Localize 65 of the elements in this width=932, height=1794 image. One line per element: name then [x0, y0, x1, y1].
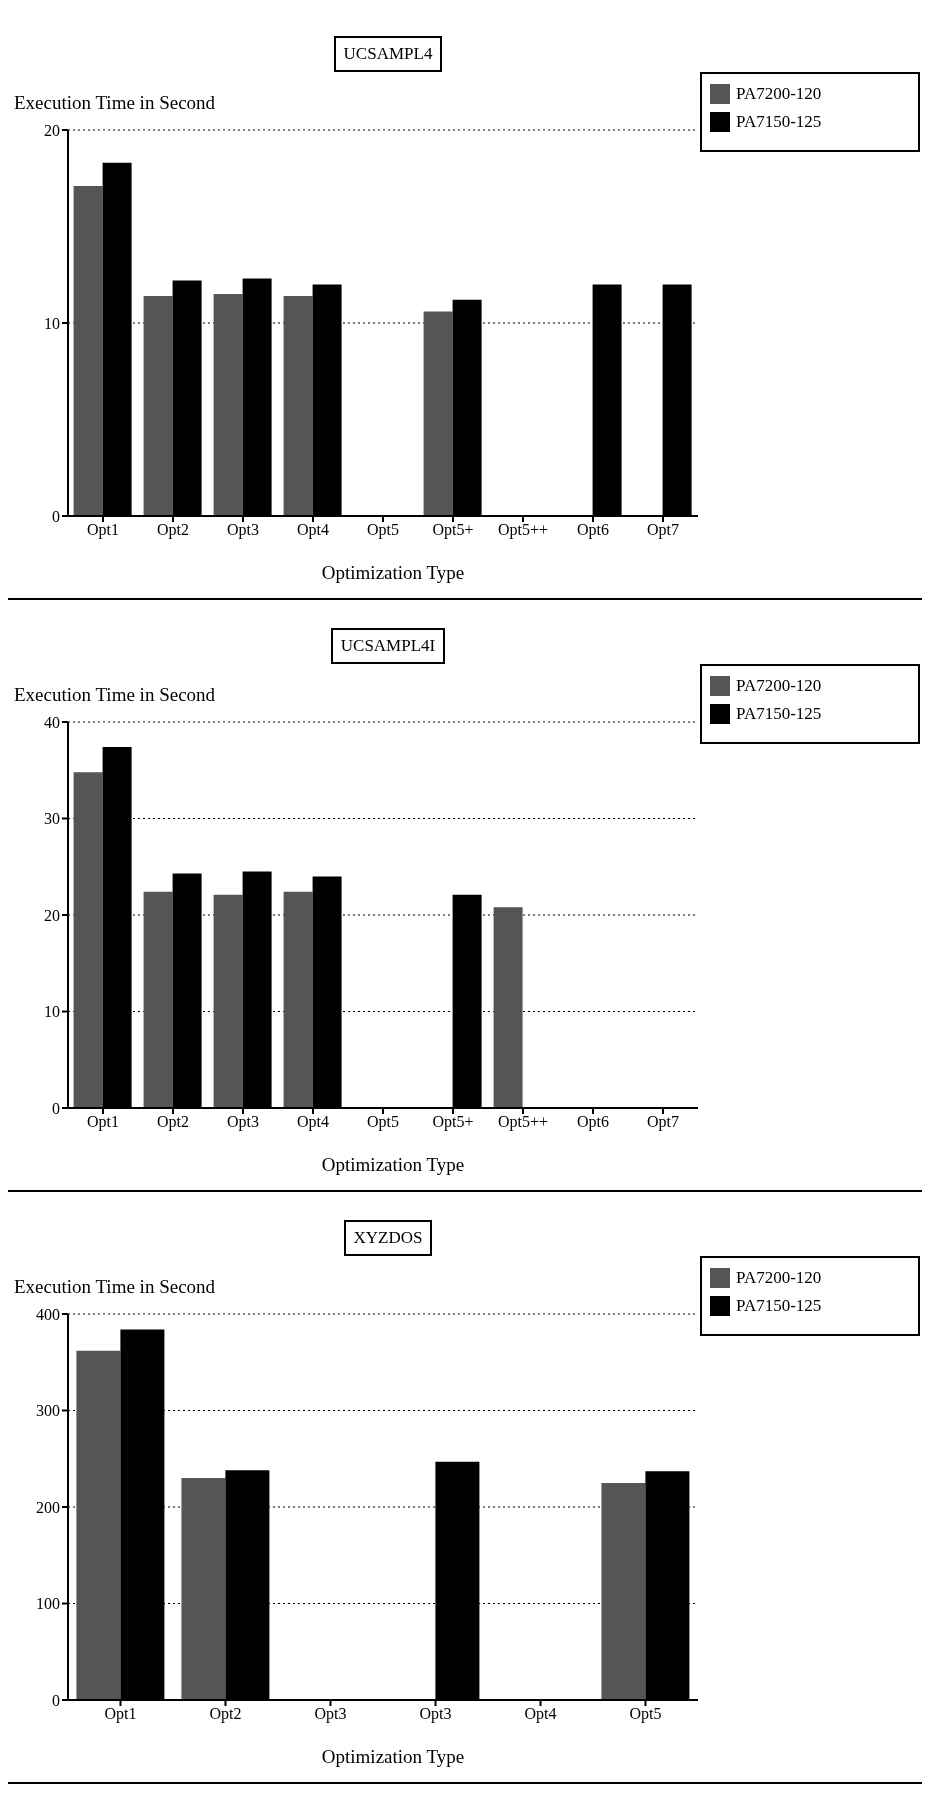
legend-label: PA7200-120 [736, 84, 822, 104]
x-tick-label: Opt4 [297, 1113, 329, 1132]
y-tick-label: 0 [52, 507, 60, 525]
y-tick-label: 300 [36, 1402, 60, 1420]
x-tick-label: Opt3 [227, 521, 259, 540]
x-tick-label: Opt7 [647, 1113, 679, 1132]
y-tick-label: 10 [44, 314, 60, 332]
x-axis-title: Optimization Type [320, 562, 466, 584]
bar [76, 1350, 121, 1700]
bar [493, 907, 523, 1108]
x-tick-label: Opt1 [104, 1705, 137, 1724]
legend-label: PA7200-120 [736, 676, 822, 696]
x-axis-title: Optimization Type [320, 1154, 466, 1176]
legend-label: PA7150-125 [736, 1296, 822, 1316]
x-tick-label: Opt5++ [497, 1113, 549, 1132]
x-tick-label: Opt3 [314, 1705, 347, 1724]
chart-title: UCSAMPL4 [333, 36, 443, 72]
bar [73, 772, 103, 1108]
y-tick-label: 0 [52, 1099, 60, 1117]
bar [423, 311, 453, 516]
x-tick-label: Opt4 [524, 1705, 557, 1724]
x-tick-label: Opt4 [297, 521, 329, 540]
bar [601, 1482, 646, 1700]
bar [213, 894, 243, 1108]
y-tick-label: 20 [44, 906, 60, 924]
bar [283, 891, 313, 1108]
y-axis-title: Execution Time in Second [14, 684, 216, 706]
y-tick-label: 40 [44, 713, 60, 731]
x-tick-label: Opt2 [209, 1705, 242, 1724]
x-tick-label: Opt5+ [432, 1113, 474, 1132]
x-tick-label: Opt1 [87, 521, 119, 540]
x-tick-label: Opt7 [647, 521, 679, 540]
x-tick-label: Opt6 [577, 1113, 609, 1132]
bar [143, 891, 173, 1108]
x-axis-title: Optimization Type [320, 1746, 466, 1768]
y-tick-label: 10 [44, 1003, 60, 1021]
x-tick-label: Opt5 [629, 1705, 662, 1724]
y-tick-label: 0 [52, 1691, 60, 1709]
y-tick-label: 400 [36, 1305, 60, 1323]
x-tick-label: Opt1 [87, 1113, 119, 1132]
bar [181, 1478, 226, 1700]
y-tick-label: 200 [36, 1498, 60, 1516]
x-tick-label: Opt5 [367, 521, 399, 540]
y-tick-label: 100 [36, 1595, 60, 1613]
legend-label: PA7150-125 [736, 704, 822, 724]
y-tick-label: 20 [44, 121, 60, 139]
bar [213, 294, 243, 516]
bar [143, 295, 173, 516]
legend-label: PA7150-125 [736, 112, 822, 132]
x-tick-label: Opt3 [419, 1705, 452, 1724]
y-axis-title: Execution Time in Second [14, 1276, 216, 1298]
x-tick-label: Opt6 [577, 521, 609, 540]
chart-title: UCSAMPL4I [330, 628, 446, 664]
x-tick-label: Opt3 [227, 1113, 259, 1132]
y-tick-label: 30 [44, 810, 60, 828]
x-tick-label: Opt5++ [497, 521, 549, 540]
legend-label: PA7200-120 [736, 1268, 822, 1288]
x-tick-label: Opt2 [157, 521, 189, 540]
bar [283, 295, 313, 516]
x-tick-label: Opt5+ [432, 521, 474, 540]
y-axis-title: Execution Time in Second [14, 92, 216, 114]
bar [73, 185, 103, 516]
x-tick-label: Opt5 [367, 1113, 399, 1132]
chart-title: XYZDOS [343, 1220, 433, 1256]
x-tick-label: Opt2 [157, 1113, 189, 1132]
